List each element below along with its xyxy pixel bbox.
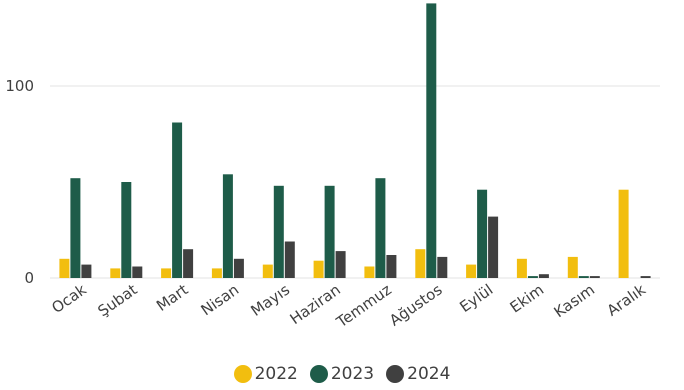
bar-2024-10 [589,276,600,278]
legend-label: 2024 [407,364,451,384]
x-tick-label: Haziran [287,281,344,329]
x-tick-label: Eylül [456,281,496,317]
legend-item-2022: 2022 [233,364,298,384]
bars [59,3,651,279]
x-tick-label: Nisan [198,281,243,320]
bar-2023-0 [70,178,81,278]
bar-2023-4 [273,185,284,278]
bar-2024-2 [183,249,194,278]
x-tick-label: Ocak [48,280,90,317]
bar-2022-9 [516,258,527,278]
bar-2022-8 [466,264,477,278]
y-tick-label: 0 [24,269,34,287]
bar-2024-6 [386,255,397,278]
bar-2023-1 [121,182,132,278]
bar-2023-3 [222,174,233,278]
bar-2022-11 [618,189,629,278]
bar-2024-4 [284,241,295,278]
legend-swatch [386,365,405,383]
bar-2022-0 [59,258,70,278]
legend-label: 2022 [254,364,298,384]
bar-2024-11 [640,276,651,278]
x-tick-label: Şubat [94,280,140,320]
legend-item-2023: 2023 [309,364,375,384]
bar-2023-6 [375,178,386,278]
bar-2024-7 [437,256,448,278]
bar-2024-9 [538,274,549,278]
legend-swatch [309,365,328,383]
bar-2023-10 [578,276,589,278]
bar-2022-7 [415,249,426,278]
bar-2022-1 [110,268,121,278]
bar-2023-9 [527,276,538,278]
bar-2023-7 [426,3,437,279]
bar-2024-5 [335,251,346,278]
x-axis: Ocak Şubat Mart Nisan MayısHaziranTemmuzAğus… [48,280,649,331]
bar-2022-5 [313,260,324,278]
bar-2022-3 [211,268,222,278]
bar-2022-4 [262,264,273,278]
x-tick-label: Kasım [551,281,598,322]
legend: 2022 2023 2024 [0,364,684,384]
y-axis: 0 100 [5,77,34,287]
bar-2023-5 [324,185,335,278]
bar-2024-0 [81,264,92,278]
y-tick-label: 100 [5,77,34,95]
bar-2022-2 [161,268,172,278]
bar-2022-10 [567,256,578,278]
bar-2024-1 [132,266,143,278]
bar-2024-8 [488,216,499,278]
x-tick-label: Mart [153,280,191,314]
x-tick-label: Ekim [507,281,548,317]
legend-swatch [233,365,252,383]
bar-2022-6 [364,266,375,278]
bar-2023-8 [477,189,488,278]
x-tick-label: Aralık [604,280,650,319]
x-tick-label: Ağustos [386,280,446,329]
legend-item-2024: 2024 [386,364,450,384]
bar-2024-3 [233,258,244,278]
x-tick-label: Temmuz [332,280,394,331]
legend-label: 2023 [330,364,375,384]
bar-2023-2 [172,122,183,278]
gridlines [50,85,660,279]
